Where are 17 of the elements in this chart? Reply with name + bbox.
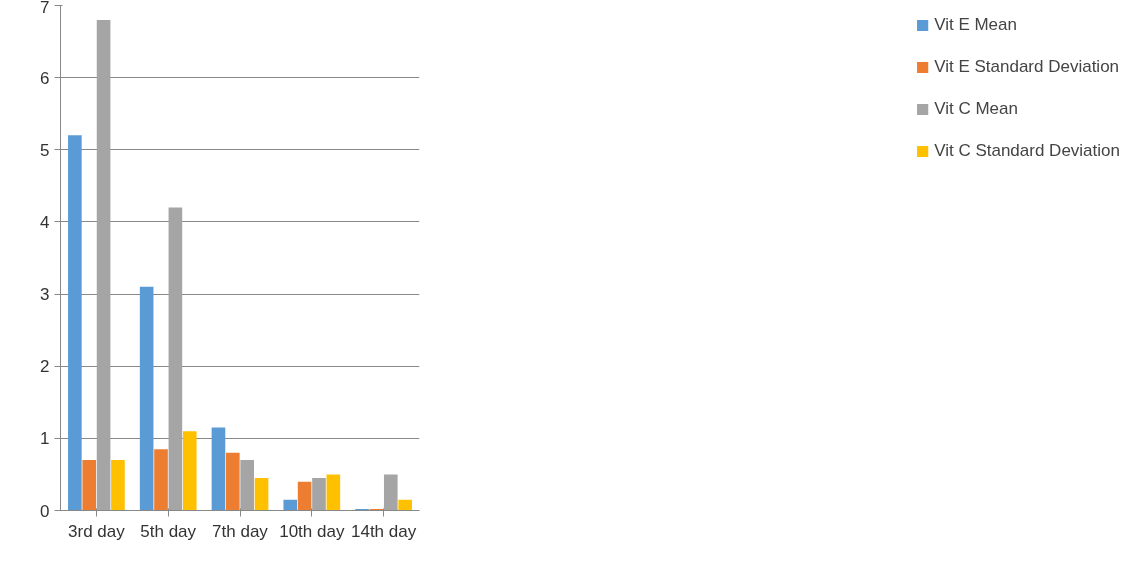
y-tick-label: 5 [40,140,50,160]
y-tick-label: 1 [40,429,50,449]
legend-label: Vit E Standard Deviation [934,57,1120,77]
y-tick-label: 2 [40,357,50,377]
x-tick-label: 7th day [212,521,269,541]
x-tick-label: 5th day [140,521,197,541]
y-tick-label: 7 [40,0,50,17]
x-tick-label: 3rd day [68,521,126,541]
y-tick-label: 6 [40,68,50,88]
legend-label: Vit C Standard Deviation [934,141,1120,161]
x-tick-label: 10th day [279,521,345,541]
x-tick-label: 14th day [350,521,417,541]
y-tick-label: 4 [40,212,50,232]
y-tick-label: 3 [40,285,50,305]
y-tick-label: 0 [40,501,50,521]
legend-label: Vit C Mean [934,99,1018,119]
legend-label: Vit E Mean [934,15,1017,35]
